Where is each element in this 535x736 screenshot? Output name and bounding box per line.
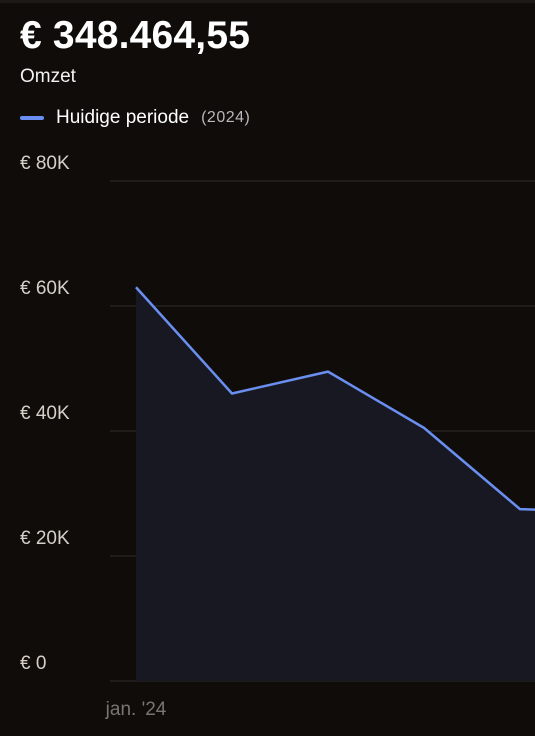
data-point[interactable]	[226, 388, 238, 400]
y-tick-label: € 80K	[20, 153, 70, 174]
data-point[interactable]	[418, 422, 430, 434]
y-tick-label: € 60K	[20, 278, 70, 299]
x-axis-ticks: jan. '24	[105, 699, 167, 720]
area-fill	[136, 287, 535, 681]
top-divider	[0, 0, 535, 3]
y-tick-label: € 20K	[20, 528, 70, 549]
x-tick-label: jan. '24	[105, 699, 167, 720]
y-tick-label: € 40K	[20, 403, 70, 424]
revenue-label: Omzet	[20, 66, 76, 87]
legend-series-name: Huidige periode	[56, 107, 190, 128]
data-point[interactable]	[322, 366, 334, 378]
series-area	[136, 287, 535, 681]
chart-legend[interactable]: Huidige periode (2024)	[20, 105, 250, 131]
data-point[interactable]	[130, 281, 142, 293]
series-line	[130, 281, 535, 515]
data-point[interactable]	[514, 503, 526, 515]
legend-swatch	[20, 116, 44, 120]
y-axis-ticks: € 0 € 20K € 40K € 60K € 80K	[20, 153, 70, 674]
legend-series-year: (2024)	[201, 109, 251, 126]
y-tick-label: € 0	[20, 653, 46, 674]
revenue-total: € 348.464,55	[20, 14, 251, 57]
series-line-path	[135, 286, 535, 511]
